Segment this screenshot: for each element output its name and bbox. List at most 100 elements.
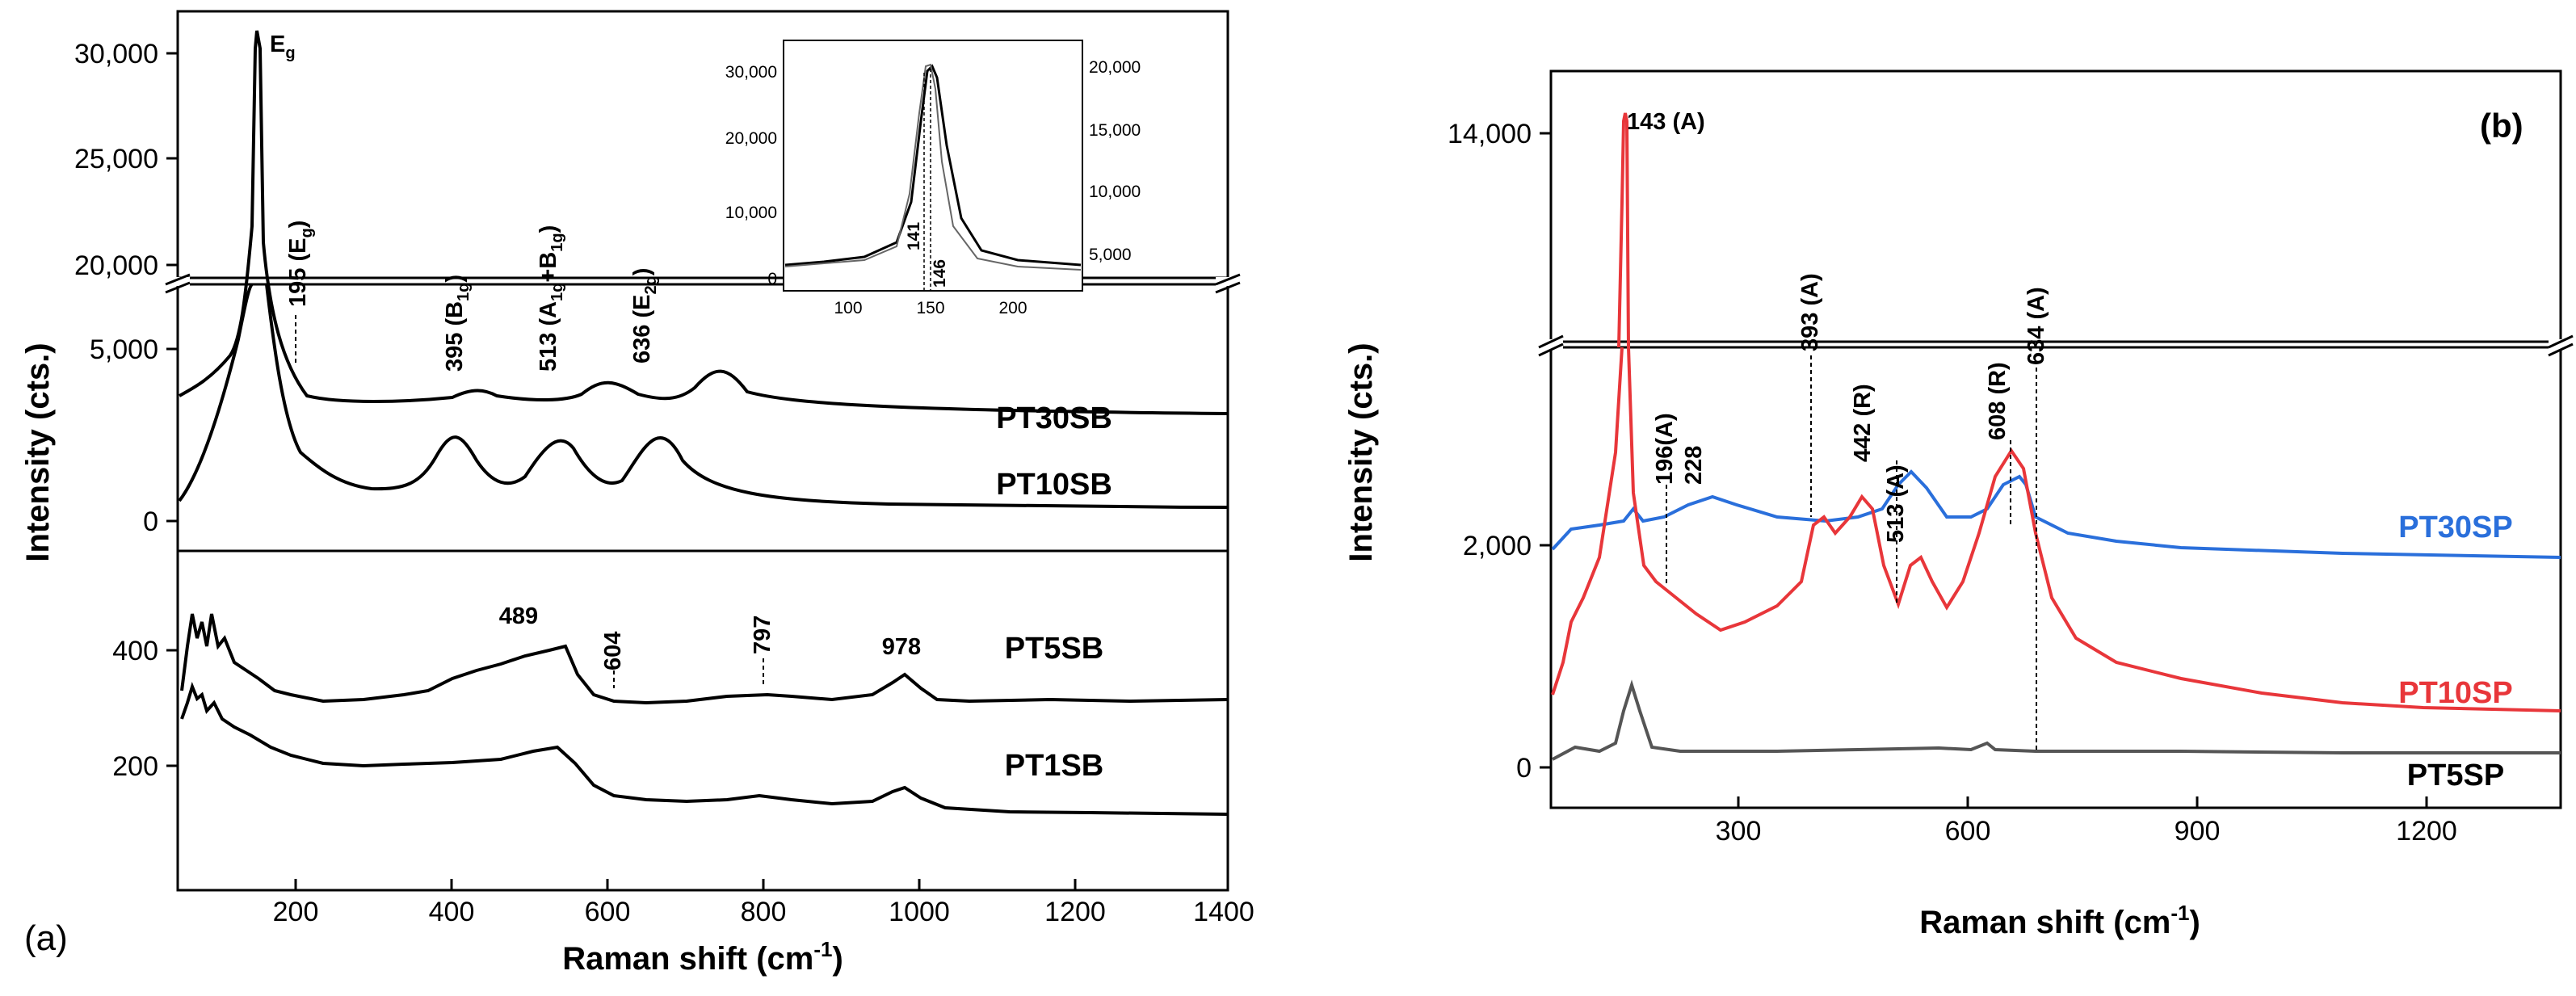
a-y-axis-title: Intensity (cts.) <box>20 343 56 561</box>
annot-442R: 442 (R) <box>1850 384 1876 462</box>
a-xtick-200: 200 <box>273 897 319 927</box>
panel-b: 14,000 2,000 0 300 600 900 1200 143 (A) … <box>1343 69 2574 940</box>
svg-text:Intensity (cts.): Intensity (cts.) <box>20 343 56 561</box>
b-panel-label: (b) <box>2480 107 2523 145</box>
inset-ytick-right-5000: 5,000 <box>1089 246 1132 264</box>
a-xtick-1400: 1400 <box>1193 897 1254 927</box>
series-PT5SB-line <box>180 613 1229 705</box>
svg-text:513 (A1g+B1g): 513 (A1g+B1g) <box>536 225 566 372</box>
a-inset: 141 146 100 150 200 0 10,000 20,000 30,0… <box>725 40 1141 317</box>
a-ytick-200: 200 <box>112 751 158 782</box>
annot-Eg: Eg <box>270 32 296 62</box>
series-PT5SP-line <box>1552 679 2561 761</box>
inset-frame <box>783 40 1083 292</box>
b-ytick-2000: 2,000 <box>1463 531 1532 561</box>
b-xtick-300: 300 <box>1716 816 1762 847</box>
inset-ytick-left-30000: 30,000 <box>725 63 777 82</box>
series-PT10SP-line <box>1551 347 2561 712</box>
svg-text:608 (R): 608 (R) <box>1985 362 2011 440</box>
series-PT10SP-peak-upper <box>1617 112 1630 348</box>
inset-ytick-left-10000: 10,000 <box>725 204 777 222</box>
annot-489: 489 <box>499 603 538 629</box>
a-ytick-25000: 25,000 <box>74 144 158 174</box>
series-PT30SB-line <box>179 30 1229 415</box>
a-ytick-20000: 20,000 <box>74 250 158 281</box>
annot-195: 195 (Eg) <box>285 221 316 307</box>
inset-annot-146: 146 <box>931 259 949 288</box>
svg-text:442 (R): 442 (R) <box>1850 384 1876 462</box>
svg-text:146: 146 <box>931 259 949 288</box>
b-x-axis-title: Raman shift (cm-1) <box>1919 901 2200 940</box>
annot-513: 513 (A1g+B1g) <box>536 225 566 372</box>
series-label-PT5SP: PT5SP <box>2407 759 2504 792</box>
a-xtick-800: 800 <box>741 897 787 927</box>
inset-ytick-left-20000: 20,000 <box>725 129 777 148</box>
series-label-PT30SB: PT30SB <box>996 401 1112 435</box>
svg-text:513 (A): 513 (A) <box>1883 464 1909 543</box>
svg-text:195 (Eg): 195 (Eg) <box>285 221 316 307</box>
series-label-PT10SB: PT10SB <box>996 468 1112 502</box>
annot-395: 395 (B1g) <box>442 275 473 372</box>
b-y-ticks <box>1540 132 1551 769</box>
a-ytick-0: 0 <box>143 506 158 537</box>
a-panel-label: (a) <box>24 918 68 958</box>
a-top-upper-frame <box>176 10 1229 279</box>
a-xtick-400: 400 <box>429 897 475 927</box>
a-ytick-400: 400 <box>112 636 158 666</box>
b-xtick-900: 900 <box>2175 816 2221 847</box>
series-PT1SB-line <box>180 681 1229 816</box>
series-PT10SB-line <box>178 283 1229 509</box>
b-x-ticks <box>1737 796 2428 808</box>
annot-797: 797 <box>750 616 775 654</box>
annot-228: 228 <box>1681 446 1707 485</box>
svg-text:Intensity (cts.): Intensity (cts.) <box>1343 343 1379 561</box>
b-dash-lines <box>1666 355 2037 751</box>
svg-text:393 (A): 393 (A) <box>1797 273 1823 351</box>
inset-ytick-left-0: 0 <box>767 270 777 288</box>
inset-series-PT10SB <box>784 63 1082 271</box>
inset-series-PT30SB <box>784 64 1082 267</box>
a-axis-break <box>165 273 1241 294</box>
b-ytick-14000: 14,000 <box>1448 119 1532 149</box>
b-y-axis-title: Intensity (cts.) <box>1343 343 1379 561</box>
b-upper-frame <box>1549 69 2562 343</box>
inset-xtick-100: 100 <box>834 299 862 317</box>
b-xtick-1200: 1200 <box>2396 816 2457 847</box>
annot-143A: 143 (A) <box>1627 109 1705 135</box>
a-x-axis-title: Raman shift (cm-1) <box>562 937 843 977</box>
annot-636: 636 (E2g) <box>629 268 660 364</box>
svg-text:395 (B1g): 395 (B1g) <box>442 275 473 372</box>
series-label-PT30SP: PT30SP <box>2398 511 2513 544</box>
inset-ytick-right-10000: 10,000 <box>1089 183 1141 201</box>
annot-393A: 393 (A) <box>1797 273 1823 351</box>
a-bottom-frame <box>176 549 1229 892</box>
svg-text:797: 797 <box>750 616 775 654</box>
inset-ytick-right-20000: 20,000 <box>1089 58 1141 77</box>
svg-text:604: 604 <box>600 632 626 670</box>
annot-634A: 634 (A) <box>2023 287 2049 365</box>
a-x-ticks <box>294 879 1229 890</box>
annot-513A: 513 (A) <box>1883 464 1909 543</box>
inset-annot-141: 141 <box>905 222 923 250</box>
a-y-ticks <box>166 52 178 767</box>
series-label-PT1SB: PT1SB <box>1005 749 1103 783</box>
svg-text:634 (A): 634 (A) <box>2023 287 2049 365</box>
svg-text:196(A): 196(A) <box>1652 413 1678 485</box>
a-xtick-1000: 1000 <box>889 897 950 927</box>
annot-608R: 608 (R) <box>1985 362 2011 440</box>
series-label-PT5SB: PT5SB <box>1005 632 1103 666</box>
annot-196A: 196(A) <box>1652 413 1678 485</box>
b-xtick-600: 600 <box>1945 816 1991 847</box>
annot-604: 604 <box>600 632 626 670</box>
svg-text:228: 228 <box>1681 446 1707 485</box>
inset-ytick-right-15000: 15,000 <box>1089 121 1141 140</box>
a-xtick-1200: 1200 <box>1044 897 1106 927</box>
b-ytick-0: 0 <box>1516 753 1532 784</box>
b-axis-break <box>1538 334 2574 357</box>
svg-text:636 (E2g): 636 (E2g) <box>629 268 660 364</box>
svg-text:141: 141 <box>905 222 923 250</box>
a-xtick-600: 600 <box>585 897 631 927</box>
series-PT30SP-line <box>1551 469 2561 559</box>
inset-xtick-150: 150 <box>916 299 944 317</box>
